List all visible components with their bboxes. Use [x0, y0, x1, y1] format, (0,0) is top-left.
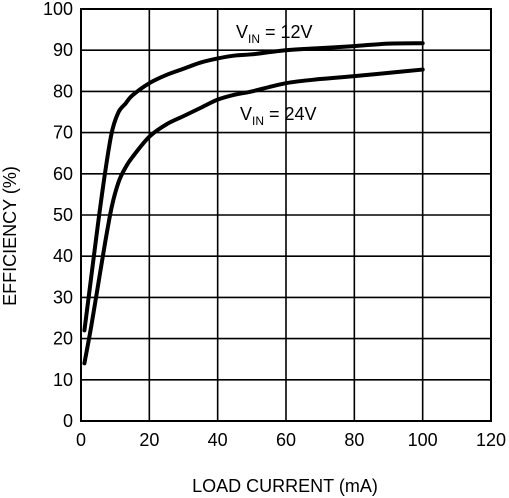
x-tick-label: 120	[476, 430, 506, 450]
plot-border	[80, 8, 492, 422]
y-tick-label: 10	[53, 370, 73, 390]
y-axis-label: EFFICIENCY (%)	[0, 166, 20, 306]
series-label-vin-12v: VIN = 12V	[236, 22, 313, 46]
y-tick-label: 80	[53, 81, 73, 101]
x-tick-labels: 0 20 40 60 80 100 120	[76, 430, 506, 450]
y-tick-label: 100	[43, 0, 73, 19]
y-tick-label: 90	[53, 40, 73, 60]
y-tick-label: 60	[53, 164, 73, 184]
series-line-vin-24v	[82, 67, 425, 366]
x-tick-label: 100	[408, 430, 438, 450]
y-tick-label: 20	[53, 329, 73, 349]
y-tick-label: 40	[53, 246, 73, 266]
y-tick-label: 70	[53, 123, 73, 143]
y-tick-label: 50	[53, 205, 73, 225]
plot-frame	[80, 8, 492, 422]
series-lines	[82, 41, 425, 366]
x-tick-label: 40	[208, 430, 228, 450]
series-line-vin-12v	[82, 41, 425, 333]
x-tick-label: 80	[344, 430, 364, 450]
grid	[81, 9, 491, 421]
series-label-vin-24v: VIN = 24V	[240, 104, 317, 128]
x-tick-label: 0	[76, 430, 86, 450]
y-tick-label: 30	[53, 287, 73, 307]
x-axis-label: LOAD CURRENT (mA)	[192, 476, 378, 496]
y-tick-labels: 0 10 20 30 40 50 60 70 80 90 100	[43, 0, 73, 431]
x-tick-label: 20	[139, 430, 159, 450]
x-tick-label: 60	[276, 430, 296, 450]
y-tick-label: 0	[63, 411, 73, 431]
